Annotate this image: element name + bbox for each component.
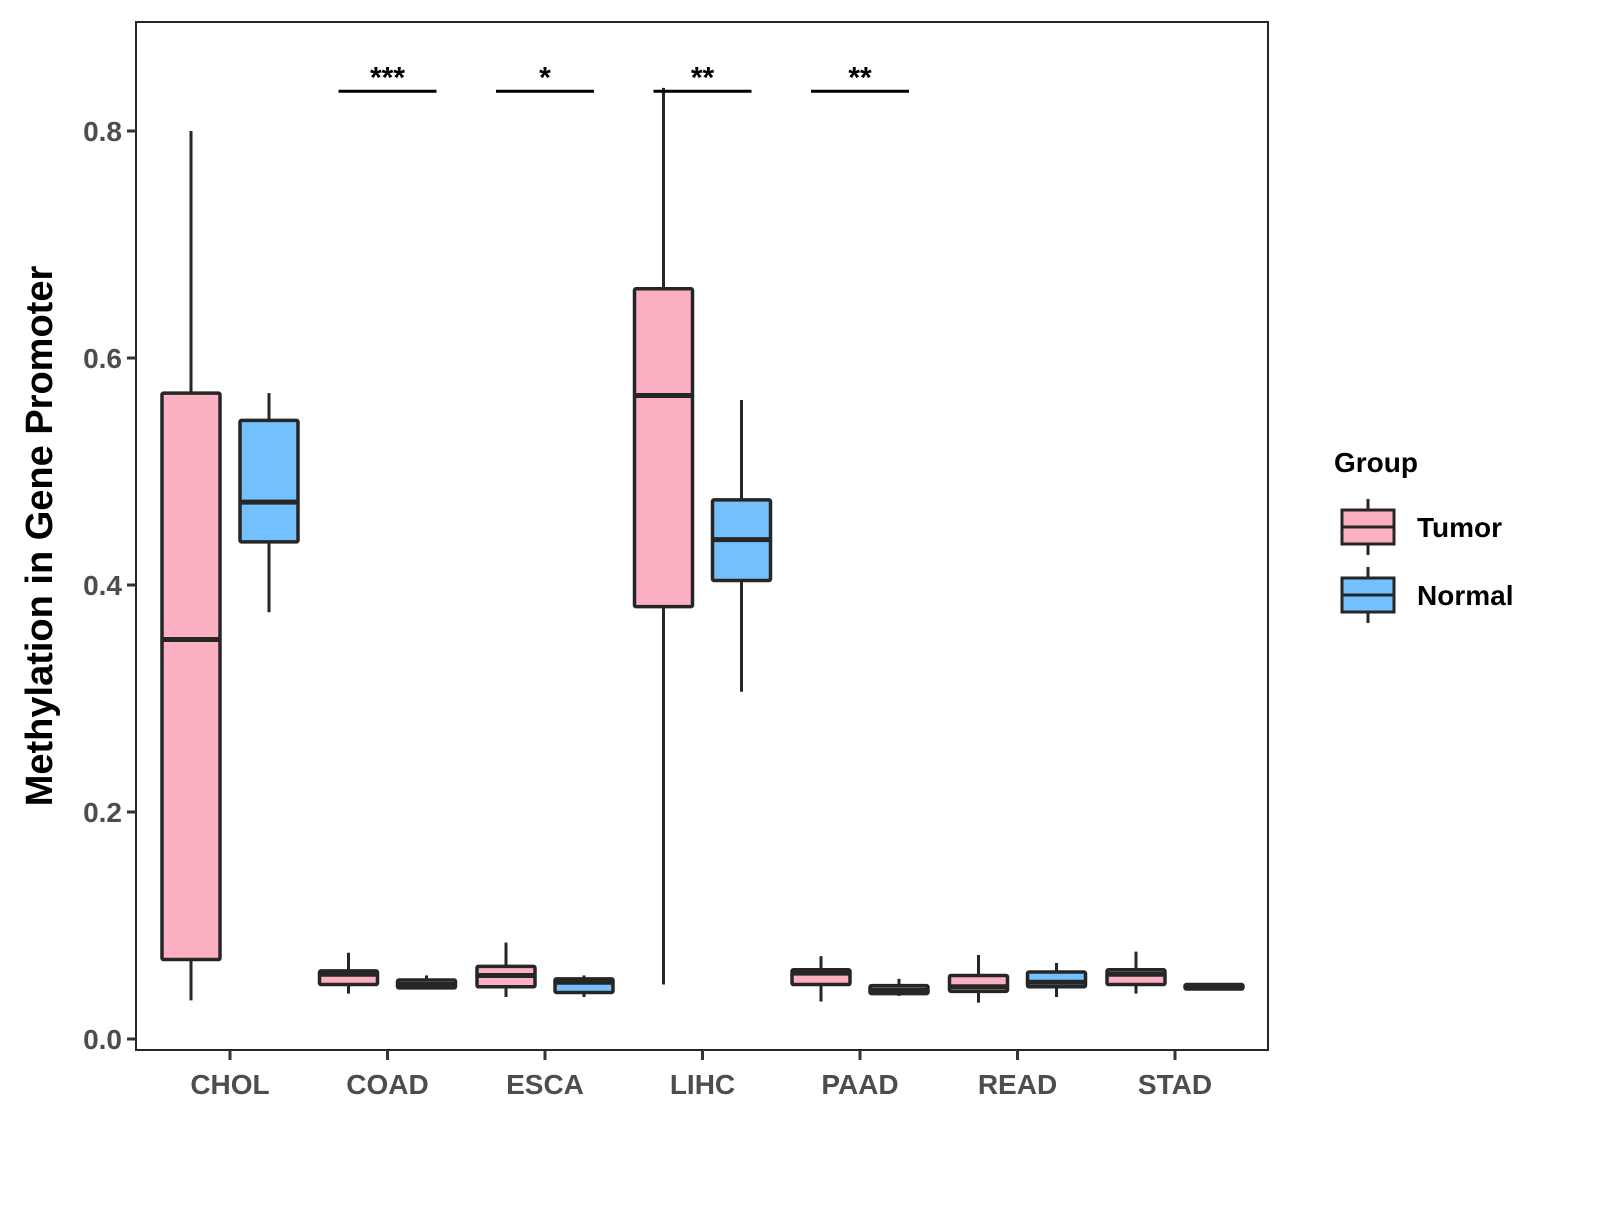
legend-title: Group xyxy=(1334,447,1418,478)
box-normal-chol xyxy=(238,393,300,613)
box-tumor-coad xyxy=(317,952,380,994)
significance-label: *** xyxy=(370,61,405,94)
box-normal-lihc xyxy=(710,399,773,692)
box-normal-stad xyxy=(1183,982,1245,991)
box-tumor-lihc xyxy=(632,87,695,985)
y-tick-label: 0.8 xyxy=(83,116,122,147)
legend-label: Normal xyxy=(1417,580,1513,611)
x-tick-label: READ xyxy=(978,1069,1057,1100)
box-tumor-esca xyxy=(475,942,537,998)
box-normal-paad xyxy=(868,978,930,996)
box-tumor-paad xyxy=(790,956,852,1002)
box-tumor-read xyxy=(947,955,1010,1003)
y-tick-label: 0.4 xyxy=(83,570,122,601)
x-tick-label: PAAD xyxy=(821,1069,898,1100)
legend-key-normal xyxy=(1340,567,1396,623)
y-axis-label: Methylation in Gene Promoter xyxy=(19,266,61,807)
box-tumor-chol xyxy=(160,131,222,1001)
y-tick-label: 0.2 xyxy=(83,797,122,828)
box-iqr xyxy=(632,287,695,609)
x-tick-label: STAD xyxy=(1138,1069,1212,1100)
x-tick-label: COAD xyxy=(346,1069,428,1100)
x-tick-label: CHOL xyxy=(190,1069,269,1100)
significance-label: ** xyxy=(848,61,872,94)
y-tick-label: 0.0 xyxy=(83,1024,122,1055)
significance-label: ** xyxy=(691,61,715,94)
y-tick-label: 0.6 xyxy=(83,343,122,374)
box-normal-read xyxy=(1025,962,1088,998)
legend-label: Tumor xyxy=(1417,512,1502,543)
significance-label: * xyxy=(539,61,551,94)
x-tick-label: LIHC xyxy=(670,1069,735,1100)
legend-key-tumor xyxy=(1340,499,1396,555)
box-normal-coad xyxy=(395,975,458,990)
plot-panel xyxy=(135,21,1269,1051)
box-tumor-stad xyxy=(1105,951,1167,994)
x-tick-label: ESCA xyxy=(506,1069,584,1100)
box-iqr xyxy=(160,391,222,962)
box-iqr xyxy=(238,418,300,544)
box-normal-esca xyxy=(553,975,615,998)
